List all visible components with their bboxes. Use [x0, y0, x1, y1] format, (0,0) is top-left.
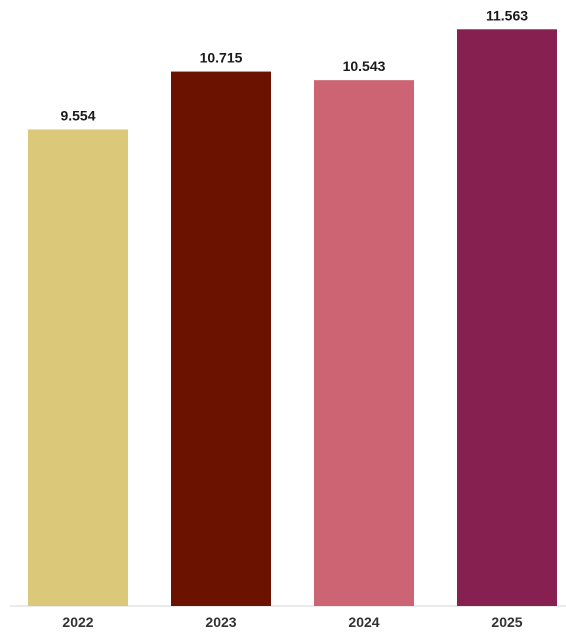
- value-label-2023: 10.715: [200, 50, 243, 66]
- bar-2024: [314, 80, 414, 606]
- value-label-2024: 10.543: [343, 58, 386, 74]
- value-label-2025: 11.563: [486, 7, 528, 23]
- bars-group: [28, 29, 557, 607]
- x-tick-label-2025: 2025: [491, 614, 522, 630]
- x-tick-label-2023: 2023: [205, 614, 236, 630]
- x-tick-label-2024: 2024: [348, 614, 379, 630]
- bar-2022: [28, 129, 128, 607]
- bar-2023: [171, 71, 271, 607]
- x-tick-labels-group: 2022 2023 2024 2025: [62, 614, 522, 630]
- bar-2025: [457, 29, 557, 607]
- value-label-2022: 9.554: [60, 107, 95, 123]
- x-tick-label-2022: 2022: [62, 614, 93, 630]
- value-labels-group: 9.554 10.715 10.543 11.563: [60, 7, 528, 123]
